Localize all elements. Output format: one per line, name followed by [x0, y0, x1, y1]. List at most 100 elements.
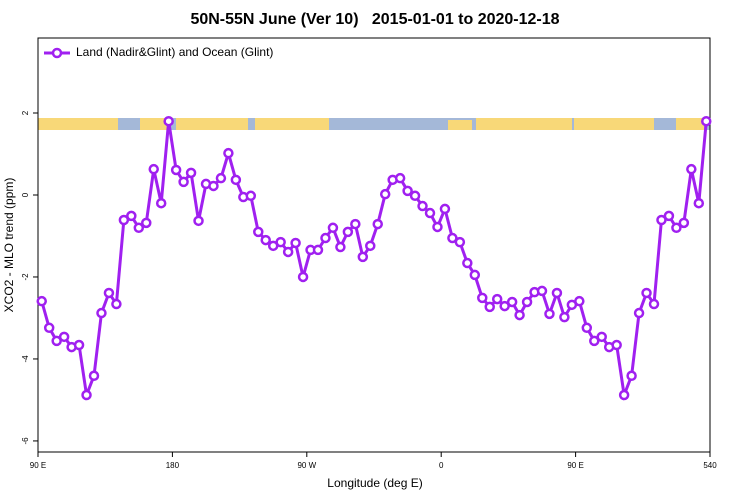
land-band: [476, 118, 572, 130]
data-point: [350, 218, 361, 230]
data-point: [357, 251, 369, 263]
data-point: [282, 246, 294, 258]
plot-frame: [37, 37, 711, 453]
data-point: [320, 232, 331, 244]
data-point: [678, 217, 690, 229]
data-point: [417, 200, 428, 212]
data-point: [506, 296, 518, 308]
data-point: [141, 217, 152, 229]
data-point: [88, 370, 100, 382]
data-point: [618, 389, 630, 401]
data-point: [462, 257, 473, 269]
data-point: [208, 180, 219, 192]
data-point: [551, 287, 563, 299]
data-point: [170, 164, 182, 176]
data-point: [656, 214, 667, 226]
data-point: [439, 203, 451, 215]
data-point: [118, 214, 130, 226]
data-point: [559, 311, 570, 323]
data-point: [342, 226, 354, 238]
data-point: [223, 147, 234, 159]
x-tick-label: 540: [703, 461, 717, 470]
data-point: [641, 287, 652, 299]
data-point: [43, 322, 55, 334]
data-point: [133, 222, 145, 234]
data-point: [544, 308, 555, 320]
land-band: [140, 118, 168, 130]
data-point: [469, 269, 481, 281]
data-point: [394, 172, 406, 184]
x-tick-label: 90 W: [297, 461, 316, 470]
data-point: [230, 174, 242, 186]
data-point: [290, 237, 301, 249]
data-point: [253, 226, 264, 238]
y-tick-label: -4: [21, 355, 30, 363]
data-point: [103, 287, 115, 299]
data-point: [611, 339, 622, 351]
data-point: [663, 210, 675, 222]
data-point: [424, 207, 436, 219]
data-point: [633, 307, 645, 319]
data-point: [402, 185, 413, 197]
x-axis-title: Longitude (deg E): [327, 476, 422, 490]
land-band: [176, 118, 248, 130]
y-axis-title: XCO2 - MLO trend (ppm): [2, 178, 16, 313]
x-tick-label: 90 E: [30, 461, 46, 470]
chart-title: 50N-55N June (Ver 10) 2015-01-01 to 2020…: [190, 11, 559, 28]
legend-label: Land (Nadir&Glint) and Ocean (Glint): [76, 45, 273, 59]
data-point: [447, 232, 458, 244]
land-ocean-strip: [38, 118, 710, 130]
data-point: [432, 221, 443, 233]
data-point: [626, 370, 637, 382]
data-point: [163, 115, 174, 127]
data-point: [484, 301, 495, 313]
data-point: [581, 322, 593, 334]
data-point: [686, 163, 697, 175]
data-point: [126, 210, 137, 222]
data-point: [155, 197, 167, 209]
data-point: [379, 188, 391, 200]
y-tick-label: -2: [21, 273, 30, 281]
data-point: [73, 339, 85, 351]
data-point: [536, 285, 548, 297]
data-point: [671, 222, 682, 234]
data-point: [372, 218, 383, 230]
x-tick-label: 90 E: [567, 461, 583, 470]
data-point: [275, 236, 286, 248]
data-point: [297, 271, 309, 283]
data-point: [499, 300, 510, 312]
data-point: [111, 298, 122, 310]
data-point: [454, 236, 466, 248]
data-point: [185, 167, 197, 179]
data-point: [148, 163, 159, 175]
data-point: [574, 295, 585, 307]
data-point: [596, 331, 607, 343]
data-point: [701, 115, 712, 127]
data-point: [477, 292, 488, 304]
data-point: [215, 172, 227, 184]
data-point: [58, 331, 70, 343]
data-point: [51, 335, 62, 347]
data-point: [365, 240, 376, 252]
data-point: [81, 389, 92, 401]
data-point: [409, 190, 421, 202]
y-tick-label: 2: [21, 110, 30, 115]
data-point: [335, 241, 346, 253]
data-point: [514, 309, 525, 321]
land-band: [255, 118, 329, 130]
x-tick-label: 180: [166, 461, 180, 470]
data-point: [193, 215, 204, 227]
legend-marker: [51, 47, 63, 59]
data-point: [693, 197, 705, 209]
land-band: [574, 118, 654, 130]
land-band: [676, 118, 704, 130]
data-point: [648, 298, 660, 310]
data-point: [96, 307, 107, 319]
land-band: [38, 118, 118, 130]
y-tick-label: 0: [21, 192, 30, 197]
data-point: [260, 234, 271, 246]
land-band: [448, 120, 472, 130]
data-point: [245, 190, 257, 202]
data-point: [491, 293, 503, 305]
y-tick-label: -6: [21, 437, 30, 445]
